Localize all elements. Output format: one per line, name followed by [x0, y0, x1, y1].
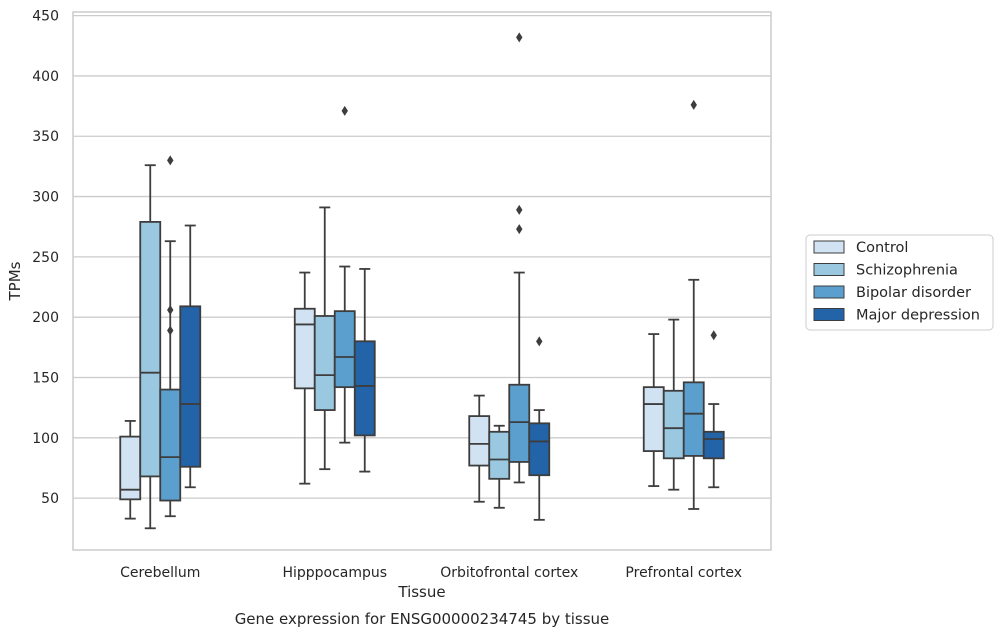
- x-axis-ticks: Cerebellum Hipppocampus Orbitofrontal cort…: [120, 565, 742, 581]
- outlier-point: [710, 330, 717, 341]
- box-body: [293, 307, 316, 390]
- box-bipolar-disorder: [682, 99, 705, 510]
- y-axis-label: TPMs: [6, 261, 24, 301]
- box-body: [333, 310, 356, 389]
- y-tick-label: 350: [32, 129, 59, 145]
- box-body: [313, 315, 336, 411]
- outlier-point: [516, 32, 523, 43]
- box-body: [642, 386, 665, 452]
- legend-label: Major depression: [856, 308, 980, 324]
- boxes: [119, 32, 725, 530]
- box-body: [179, 305, 202, 468]
- box-body: [468, 415, 491, 467]
- box-body: [488, 430, 511, 480]
- x-tick-label: Cerebellum: [120, 565, 200, 581]
- legend-swatch: [813, 285, 845, 299]
- box-body: [702, 430, 725, 460]
- y-tick-label: 50: [41, 491, 59, 507]
- legend-swatch: [813, 263, 845, 276]
- x-tick-label: Orbitofrontal cortex: [440, 565, 578, 581]
- box-schizophrenia: [488, 424, 511, 509]
- legend-label: Bipolar disorder: [856, 285, 971, 301]
- box-bipolar-disorder: [333, 105, 356, 444]
- legend: Control Schizophrenia Bipolar disorder Majo…: [805, 234, 994, 331]
- box-bipolar-disorder: [159, 155, 182, 518]
- outlier-point: [167, 304, 174, 315]
- box-body: [682, 381, 705, 457]
- box-body: [353, 340, 376, 437]
- box-body: [139, 220, 162, 478]
- y-tick-label: 200: [32, 310, 59, 326]
- box-major-depression: [179, 224, 202, 489]
- x-axis-label: Tissue: [397, 583, 445, 601]
- box-body: [662, 389, 685, 460]
- y-tick-label: 150: [32, 371, 59, 387]
- y-tick-label: 300: [32, 190, 59, 206]
- box-control: [119, 420, 142, 520]
- y-tick-label: 250: [32, 250, 59, 266]
- box-control: [293, 271, 316, 485]
- box-major-depression: [702, 330, 725, 489]
- legend-swatch: [813, 308, 845, 321]
- outlier-point: [341, 105, 348, 116]
- box-schizophrenia: [313, 206, 336, 471]
- x-tick-label: Prefrontal cortex: [625, 565, 742, 581]
- box-major-depression: [353, 268, 376, 473]
- legend-label: Control: [856, 240, 908, 256]
- y-tick-label: 450: [32, 9, 59, 25]
- box-control: [642, 333, 665, 487]
- box-major-depression: [528, 336, 551, 521]
- y-axis-ticks: 50 100 150 200 250 300 350 400 450: [32, 9, 59, 508]
- outlier-point: [167, 155, 174, 166]
- outlier-point: [690, 99, 697, 110]
- outlier-point: [516, 204, 523, 215]
- box-body: [508, 383, 531, 463]
- box-control: [468, 394, 491, 503]
- box-schizophrenia: [139, 164, 162, 530]
- y-tick-label: 400: [32, 69, 59, 85]
- box-schizophrenia: [662, 318, 685, 491]
- y-tick-label: 100: [32, 431, 59, 447]
- outlier-point: [536, 336, 543, 347]
- outlier-point: [516, 224, 523, 235]
- box-body: [528, 422, 551, 477]
- box-body: [159, 388, 182, 502]
- legend-label: Schizophrenia: [856, 263, 958, 279]
- legend-frame: [805, 234, 994, 331]
- legend-swatch: [813, 240, 845, 254]
- box-bipolar-disorder: [508, 32, 531, 484]
- outlier-point: [167, 325, 174, 336]
- plot-area-frame: [72, 11, 772, 551]
- chart-caption: Gene expression for ENSG00000234745 by t…: [235, 610, 610, 628]
- x-tick-label: Hipppocampus: [282, 565, 387, 581]
